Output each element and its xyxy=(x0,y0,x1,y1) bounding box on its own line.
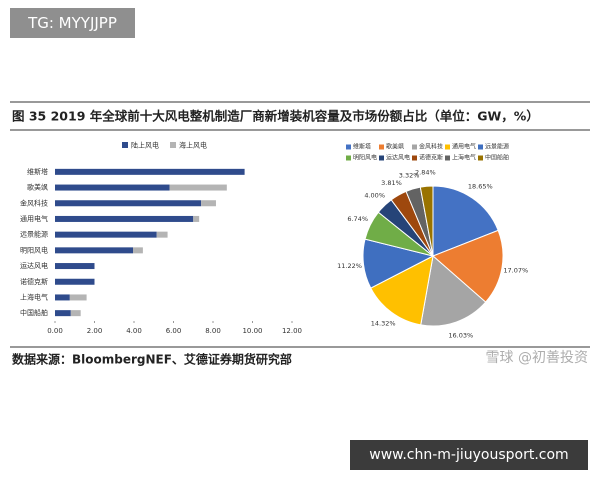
pie-slice xyxy=(432,185,499,257)
legend-label: 维斯塔 xyxy=(353,143,371,151)
bar-segment xyxy=(55,310,71,317)
legend-swatch xyxy=(379,155,384,161)
data-label: 17.07% xyxy=(503,266,528,274)
pie-slice xyxy=(432,229,504,303)
watermark: 雪球 @初善投资 xyxy=(486,349,588,366)
bar-segment xyxy=(55,263,95,270)
y-tick-label: 远景能源 xyxy=(20,230,48,239)
x-tick-label: 6.00 xyxy=(166,327,182,335)
bar-segment xyxy=(55,215,194,222)
bar-segment xyxy=(55,294,70,301)
y-tick-label: 维斯塔 xyxy=(27,167,48,176)
pie-slice xyxy=(420,255,487,327)
legend-label: 金风科技 xyxy=(419,143,443,151)
data-label: 16.03% xyxy=(448,331,473,339)
legend-label: 运达风电 xyxy=(386,154,410,162)
bar-segment xyxy=(201,200,216,207)
legend-swatch xyxy=(122,142,128,148)
legend-swatch xyxy=(346,144,351,150)
legend-swatch xyxy=(478,155,483,161)
bar-segment xyxy=(55,247,134,254)
bar-segment xyxy=(70,310,81,317)
legend-swatch xyxy=(445,144,450,150)
data-label: 18.65% xyxy=(468,183,493,191)
bar-segment xyxy=(55,200,202,207)
bar-segment xyxy=(156,231,168,238)
x-tick-label: 2.00 xyxy=(87,327,103,335)
x-tick-label: 8.00 xyxy=(205,327,221,335)
overlay-tag: TG: MYYJJPP xyxy=(10,8,135,38)
legend-swatch xyxy=(346,155,351,161)
legend-swatch xyxy=(412,155,417,161)
legend-label: 陆上风电 xyxy=(131,141,159,150)
figure-title: 图 35 2019 年全球前十大风电整机制造厂商新增装机容量及市场份额占比（单位… xyxy=(12,109,539,124)
data-label: 2.84% xyxy=(415,168,436,176)
legend-label: 通用电气 xyxy=(452,143,476,151)
data-label: 3.32% xyxy=(399,171,420,179)
bar-segment xyxy=(55,278,95,285)
legend-swatch xyxy=(170,142,176,148)
legend-label: 明阳风电 xyxy=(353,154,377,162)
x-tick-label: 10.00 xyxy=(242,327,262,335)
legend-swatch xyxy=(445,155,450,161)
bar-segment xyxy=(169,184,227,191)
y-tick-label: 歌美飒 xyxy=(27,183,48,192)
legend-label: 海上风电 xyxy=(179,141,207,150)
legend-label: 中国船舶 xyxy=(485,154,509,162)
legend-swatch xyxy=(379,144,384,150)
data-label: 4.00% xyxy=(364,192,385,200)
pie-slice xyxy=(419,185,434,257)
legend-label: 远景能源 xyxy=(485,143,509,151)
legend-swatch xyxy=(478,144,483,150)
bar-segment xyxy=(193,215,200,222)
pie-slice xyxy=(370,255,434,326)
y-tick-label: 上海电气 xyxy=(20,292,48,301)
x-tick-label: 4.00 xyxy=(126,327,142,335)
y-tick-label: 中国船舶 xyxy=(20,308,48,317)
bar-segment xyxy=(55,168,245,175)
data-label: 3.81% xyxy=(381,179,402,187)
bar-segment xyxy=(55,184,170,191)
bar-segment xyxy=(69,294,87,301)
y-tick-label: 金风科技 xyxy=(20,198,48,207)
data-label: 11.22% xyxy=(337,262,362,270)
bar-segment xyxy=(133,247,143,254)
data-label: 14.32% xyxy=(371,320,396,328)
data-label: 6.74% xyxy=(347,215,368,223)
legend-label: 歌美飒 xyxy=(386,143,404,151)
y-tick-label: 诺德克斯 xyxy=(20,277,48,286)
x-tick-label: 0.00 xyxy=(47,327,63,335)
legend-label: 上海电气 xyxy=(452,154,476,162)
x-tick-label: 12.00 xyxy=(282,327,302,335)
y-tick-label: 运达风电 xyxy=(20,261,48,270)
legend-label: 诺德克斯 xyxy=(419,154,443,162)
y-tick-label: 明阳风电 xyxy=(20,245,48,254)
y-tick-label: 通用电气 xyxy=(20,214,48,223)
bar-segment xyxy=(55,231,157,238)
source-note: 数据来源：BloombergNEF、艾德证券期货研究部 xyxy=(12,352,292,367)
overlay-url: www.chn-m-jiuyousport.com xyxy=(350,440,588,470)
legend-swatch xyxy=(412,144,417,150)
